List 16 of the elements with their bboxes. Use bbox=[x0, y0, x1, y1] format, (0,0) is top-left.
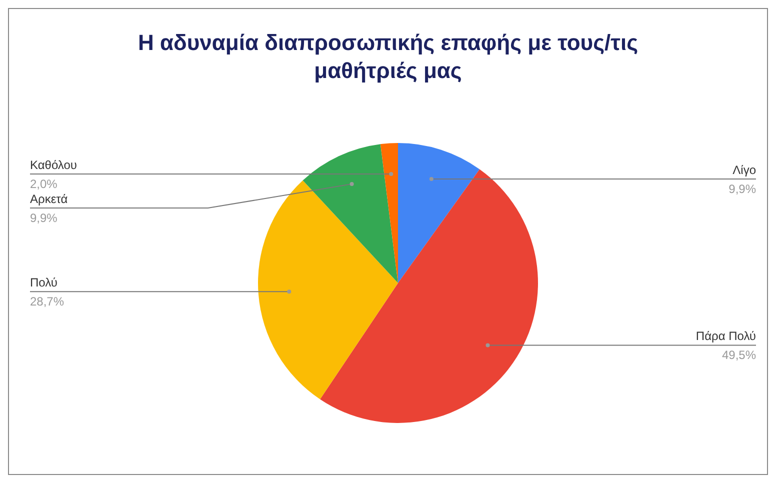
data-label: 9,9% bbox=[728, 182, 756, 196]
data-label: 9,9% bbox=[30, 211, 58, 226]
slice-label: Πολύ bbox=[30, 276, 58, 290]
pie-slice bbox=[258, 180, 398, 400]
pie-slice bbox=[302, 144, 398, 283]
slice-label: Καθόλου bbox=[30, 158, 77, 172]
data-label: 28,7% bbox=[30, 294, 64, 309]
slice-label: Λίγο bbox=[732, 163, 756, 178]
slice-label: Αρκετά bbox=[30, 192, 68, 206]
slice-label: Πάρα Πολύ bbox=[696, 329, 756, 344]
pie-slice bbox=[320, 169, 538, 423]
chart-title: Η αδυναμία διαπροσωπικής επαφής με τους/τις μαθήτριές μας bbox=[138, 30, 638, 83]
data-label: 2,0% bbox=[30, 177, 58, 192]
pie-slice bbox=[398, 143, 480, 283]
pie-slice bbox=[380, 143, 398, 283]
data-label: 49,5% bbox=[722, 348, 756, 362]
